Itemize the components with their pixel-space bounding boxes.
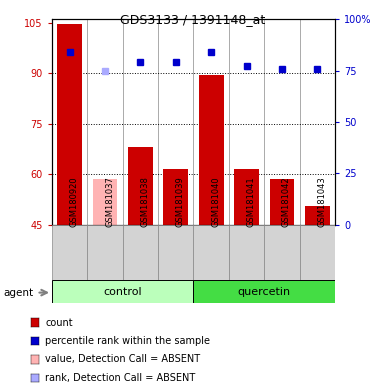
Text: GSM181042: GSM181042 bbox=[282, 177, 291, 227]
Text: control: control bbox=[104, 287, 142, 297]
Text: GSM180920: GSM180920 bbox=[70, 177, 79, 227]
Bar bbox=[270, 179, 294, 225]
Bar bbox=[199, 75, 224, 225]
Text: GSM181039: GSM181039 bbox=[176, 177, 185, 227]
Bar bbox=[123, 225, 158, 280]
Text: GSM181037: GSM181037 bbox=[105, 177, 114, 227]
Bar bbox=[264, 225, 300, 280]
Bar bbox=[300, 225, 335, 280]
Text: value, Detection Call = ABSENT: value, Detection Call = ABSENT bbox=[45, 354, 200, 364]
Bar bbox=[229, 225, 264, 280]
Text: GDS3133 / 1391148_at: GDS3133 / 1391148_at bbox=[120, 13, 265, 26]
Bar bbox=[305, 206, 330, 225]
Bar bbox=[163, 169, 188, 225]
Bar bbox=[87, 225, 123, 280]
Bar bbox=[128, 147, 153, 225]
Text: rank, Detection Call = ABSENT: rank, Detection Call = ABSENT bbox=[45, 373, 195, 383]
Text: GSM181040: GSM181040 bbox=[211, 177, 220, 227]
Text: count: count bbox=[45, 318, 73, 328]
Text: quercetin: quercetin bbox=[238, 287, 291, 297]
Text: GSM181038: GSM181038 bbox=[141, 177, 149, 227]
Text: agent: agent bbox=[4, 288, 34, 298]
Text: GSM181043: GSM181043 bbox=[317, 177, 326, 227]
Text: GSM181041: GSM181041 bbox=[246, 177, 256, 227]
Bar bbox=[52, 280, 193, 303]
Text: percentile rank within the sample: percentile rank within the sample bbox=[45, 336, 210, 346]
Bar bbox=[234, 169, 259, 225]
Bar bbox=[193, 280, 335, 303]
Bar bbox=[93, 179, 117, 225]
Bar bbox=[158, 225, 193, 280]
Bar bbox=[52, 225, 87, 280]
Bar bbox=[193, 225, 229, 280]
Bar bbox=[57, 24, 82, 225]
